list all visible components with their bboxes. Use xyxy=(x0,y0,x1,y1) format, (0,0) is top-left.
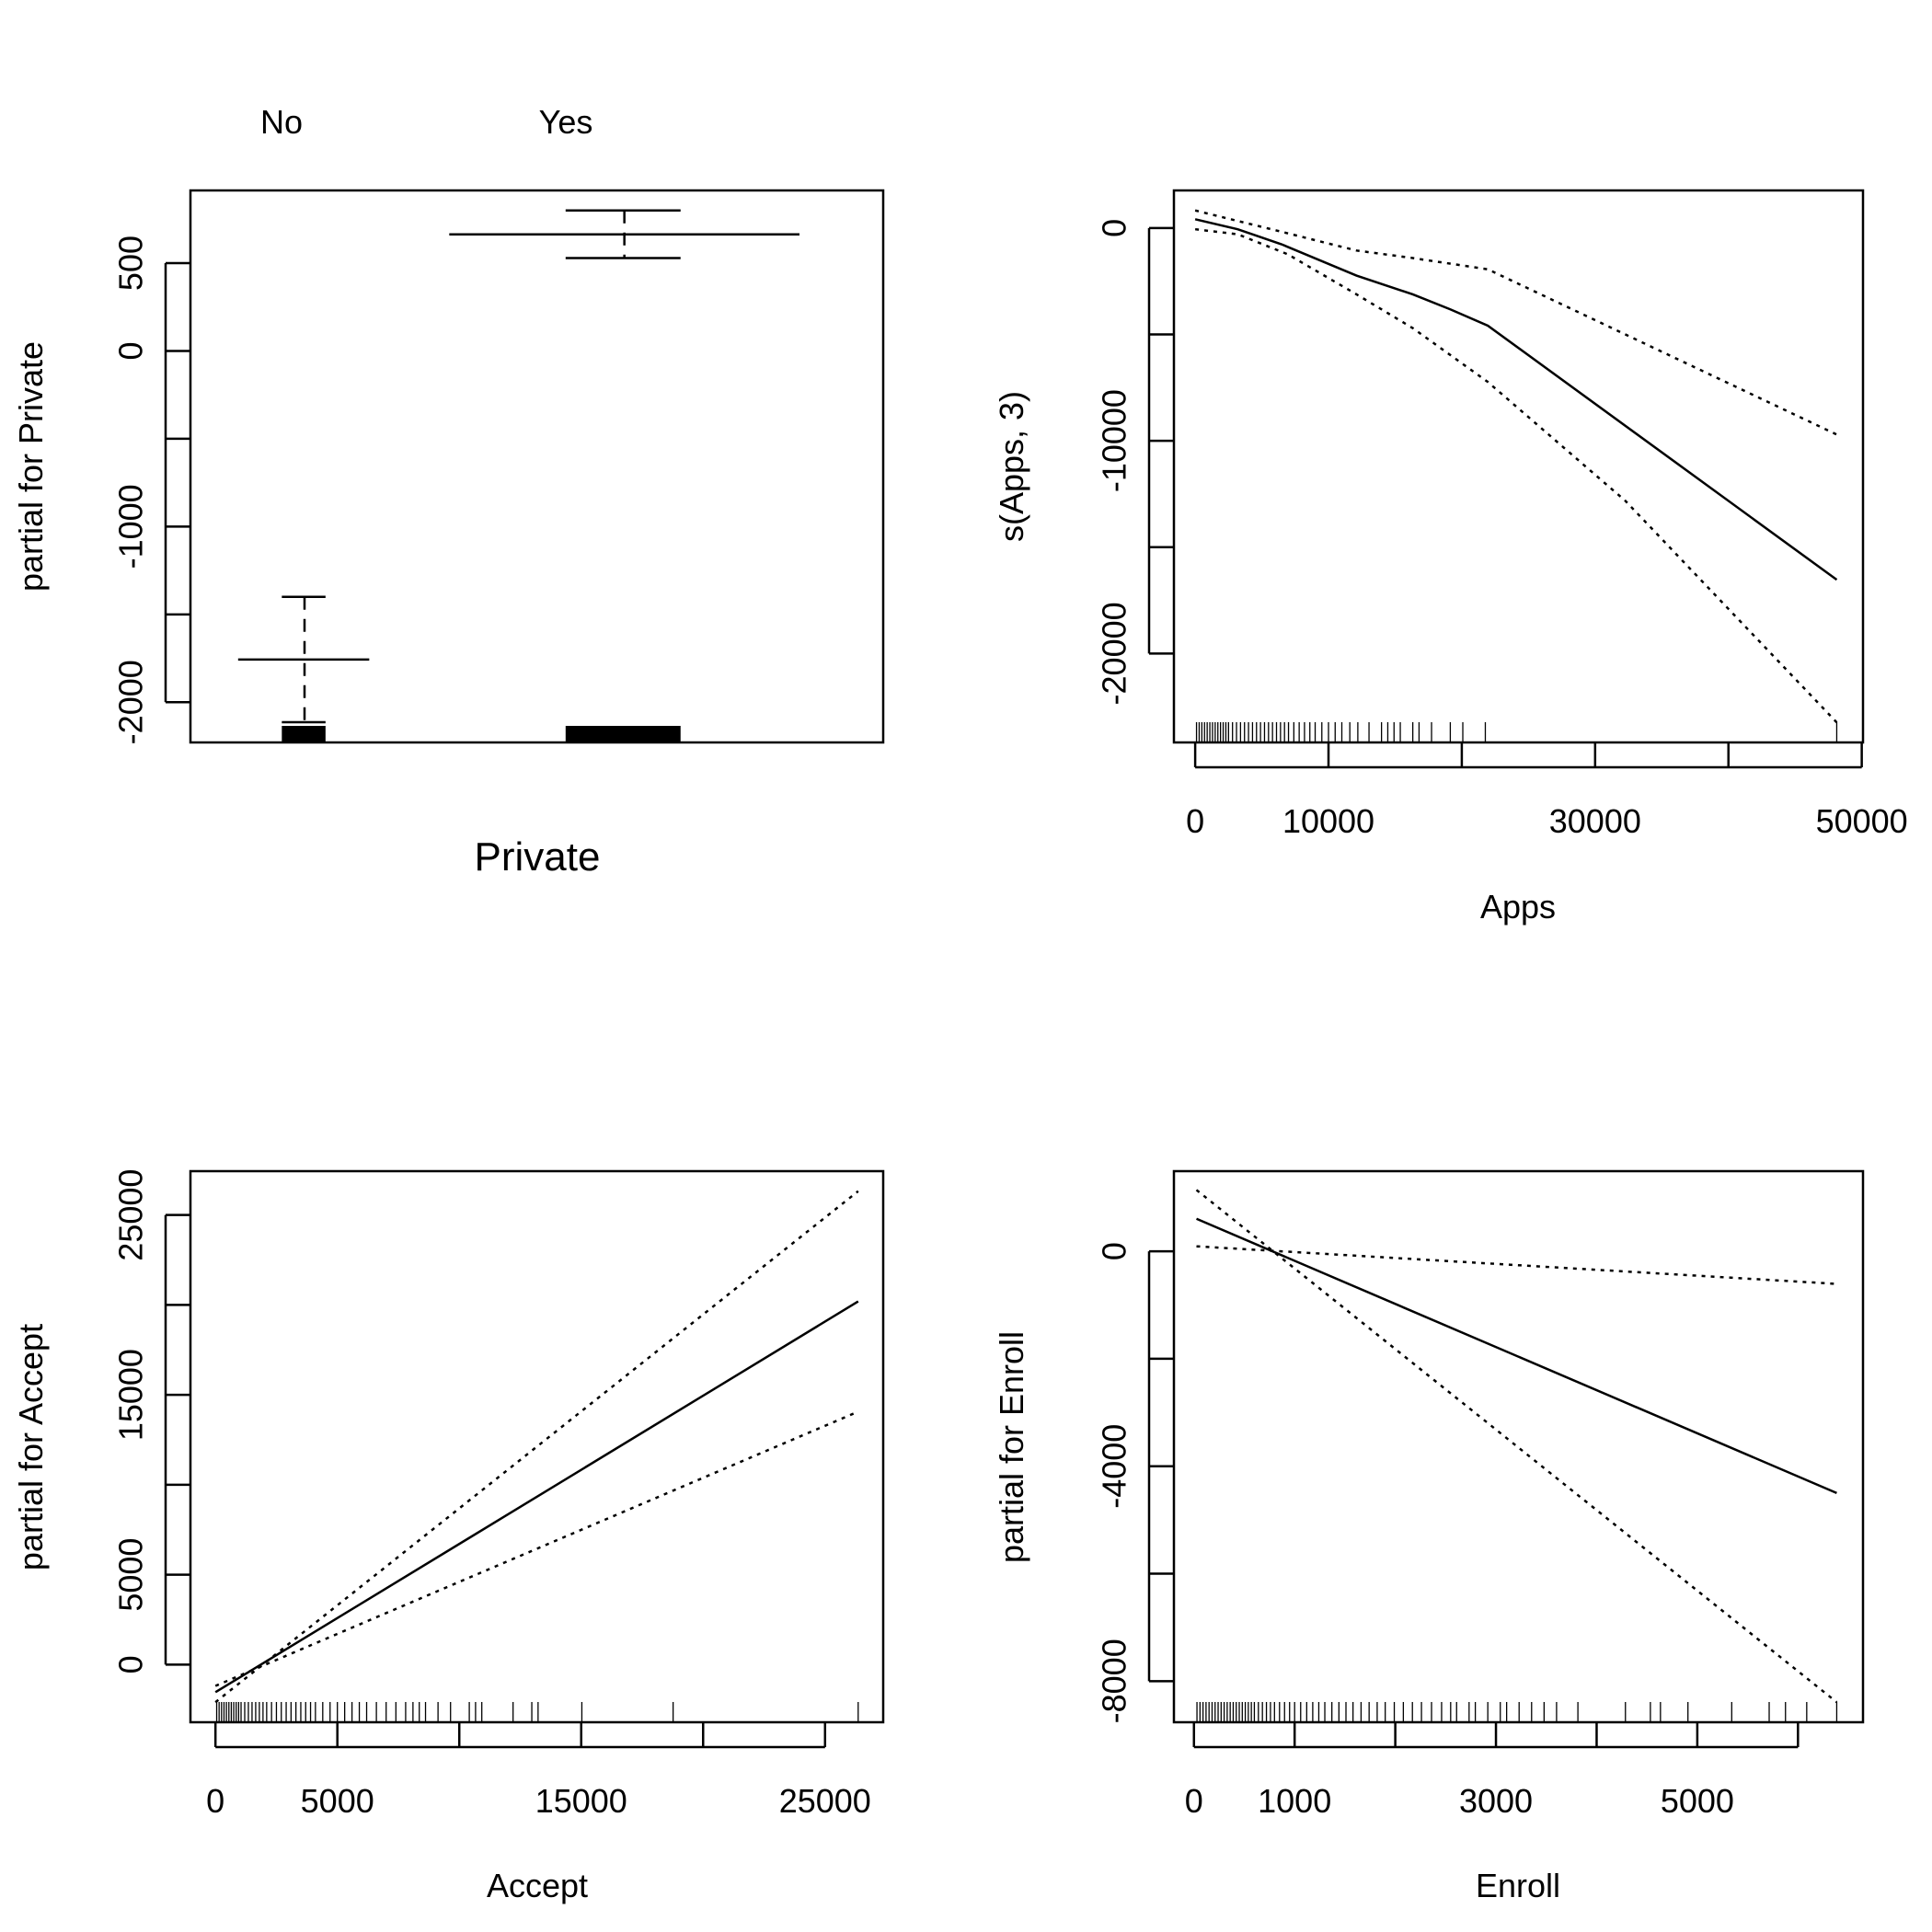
panel2-y-tick-label: 0 xyxy=(1096,219,1133,237)
panel4-se-band-line-2 xyxy=(1196,1245,1837,1285)
panel1-y-tick-label: 0 xyxy=(112,341,150,360)
panel4-x-tick-label: 3000 xyxy=(1459,1782,1533,1820)
panel2-y-tick-label: -10000 xyxy=(1096,389,1133,492)
panel1-plot-box xyxy=(189,189,885,744)
panel3-plot-box xyxy=(189,1169,885,1724)
panel2-y-tick-label: -20000 xyxy=(1096,602,1133,705)
panel3-se-band-line-2 xyxy=(214,1410,859,1687)
panel3-y-tick-label: 25000 xyxy=(112,1169,150,1261)
panel1-y-tick-label: -1000 xyxy=(112,484,150,569)
panel2-x-tick-label: 30000 xyxy=(1549,802,1641,840)
panel3-x-tick-label: 15000 xyxy=(535,1782,627,1820)
panel1-ylabel: partial for Private xyxy=(12,341,50,592)
panel2-x-tick-label: 10000 xyxy=(1282,802,1374,840)
panel1-no-rug xyxy=(282,726,326,742)
panel4-x-tick-label: 1000 xyxy=(1258,1782,1331,1820)
panel3-ylabel: partial for Accept xyxy=(12,1324,50,1570)
panel2-se-band-line-2 xyxy=(1194,227,1838,724)
panel1-y-tick-label: -2000 xyxy=(112,660,150,744)
panel3-se-band-line-1 xyxy=(214,1190,859,1704)
panel3-y-tick-label: 0 xyxy=(112,1655,150,1673)
panel2-ylabel: s(Apps, 3) xyxy=(993,391,1030,542)
panel4-y-tick-label: -4000 xyxy=(1096,1424,1133,1509)
panel3-x-tick-label: 5000 xyxy=(301,1782,374,1820)
panel3-y-tick-label: 15000 xyxy=(112,1349,150,1441)
panel4-plot-box xyxy=(1172,1169,1865,1724)
panel1-category-label-yes: Yes xyxy=(539,103,593,141)
panel2-xlabel: Apps xyxy=(1480,888,1556,926)
panel2-plot-box xyxy=(1172,189,1865,744)
panel3-y-tick-label: 5000 xyxy=(112,1538,150,1612)
panel4-se-band-line-1 xyxy=(1195,1189,1838,1704)
panel2-x-tick-label: 0 xyxy=(1186,802,1204,840)
panel4-y-tick-label: 0 xyxy=(1096,1242,1133,1260)
panel1-y-tick-label: 500 xyxy=(112,236,150,291)
panel4-xlabel: Enroll xyxy=(1476,1867,1560,1904)
panel4-x-tick-label: 0 xyxy=(1185,1782,1203,1820)
panel2-fit-line xyxy=(1194,218,1838,581)
panel1-yes-rug xyxy=(565,726,681,742)
panel4-y-tick-label: -8000 xyxy=(1096,1639,1133,1723)
panel2-x-tick-label: 50000 xyxy=(1816,802,1908,840)
panel1-xlabel: Private xyxy=(475,834,601,880)
panel3-x-tick-label: 25000 xyxy=(779,1782,871,1820)
panel2-se-band-line-1 xyxy=(1194,209,1837,436)
panel1-category-label-no: No xyxy=(260,103,303,141)
panel3-xlabel: Accept xyxy=(487,1867,588,1904)
panel4-fit-line xyxy=(1196,1217,1837,1495)
panel3-x-tick-label: 0 xyxy=(206,1782,224,1820)
panel4-ylabel: partial for Enroll xyxy=(993,1331,1030,1563)
panel3-fit-line xyxy=(214,1300,859,1694)
panel4-x-tick-label: 5000 xyxy=(1661,1782,1734,1820)
